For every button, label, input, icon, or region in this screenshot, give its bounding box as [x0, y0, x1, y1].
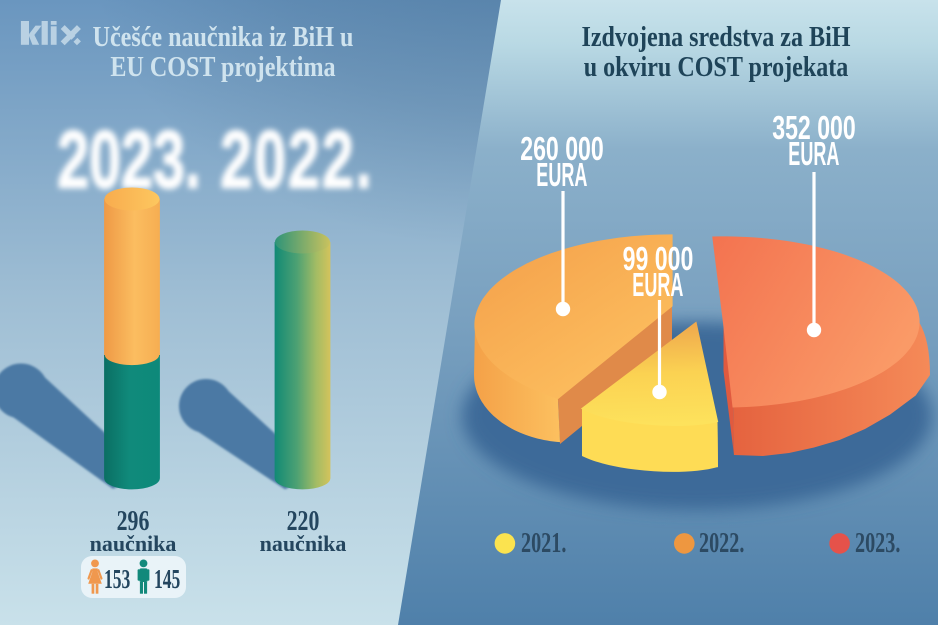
- svg-text:2023.: 2023.: [57, 113, 201, 205]
- svg-text:2022.: 2022.: [220, 113, 373, 205]
